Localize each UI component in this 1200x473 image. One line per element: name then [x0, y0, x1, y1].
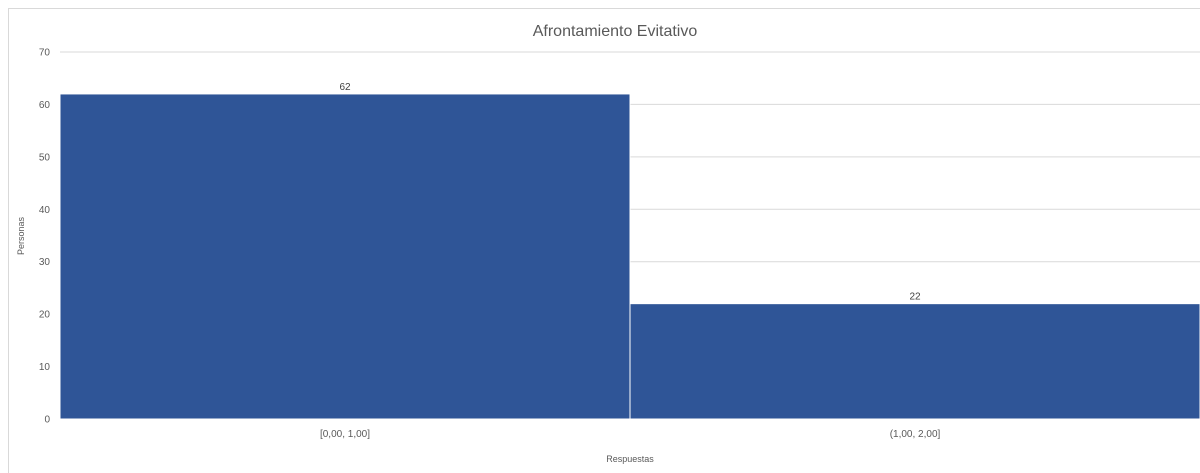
label-layer: 62 22 — [339, 82, 921, 303]
bar — [59, 93, 631, 420]
y-tick-label: 30 — [39, 257, 51, 268]
y-axis-ticks: 0 10 20 30 40 50 60 70 — [39, 48, 51, 426]
chart-title: Afrontamiento Evitativo — [533, 23, 698, 40]
y-tick-label: 0 — [44, 415, 50, 426]
x-axis-label: Respuestas — [606, 454, 654, 464]
data-label: 62 — [339, 82, 351, 93]
y-tick-label: 10 — [39, 362, 51, 373]
data-label: 22 — [909, 292, 921, 303]
y-tick-label: 60 — [39, 100, 51, 111]
y-tick-label: 50 — [39, 152, 51, 163]
x-tick-label: [0,00, 1,00] — [320, 429, 370, 440]
x-tick-label: (1,00, 2,00] — [890, 429, 941, 440]
y-axis-label: Personas — [16, 216, 26, 255]
x-axis-ticks: [0,00, 1,00] (1,00, 2,00] — [320, 429, 941, 440]
y-tick-label: 70 — [39, 48, 51, 59]
y-tick-label: 40 — [39, 205, 51, 216]
y-tick-label: 20 — [39, 310, 51, 321]
bar-layer — [59, 93, 1200, 420]
bar — [629, 303, 1200, 420]
